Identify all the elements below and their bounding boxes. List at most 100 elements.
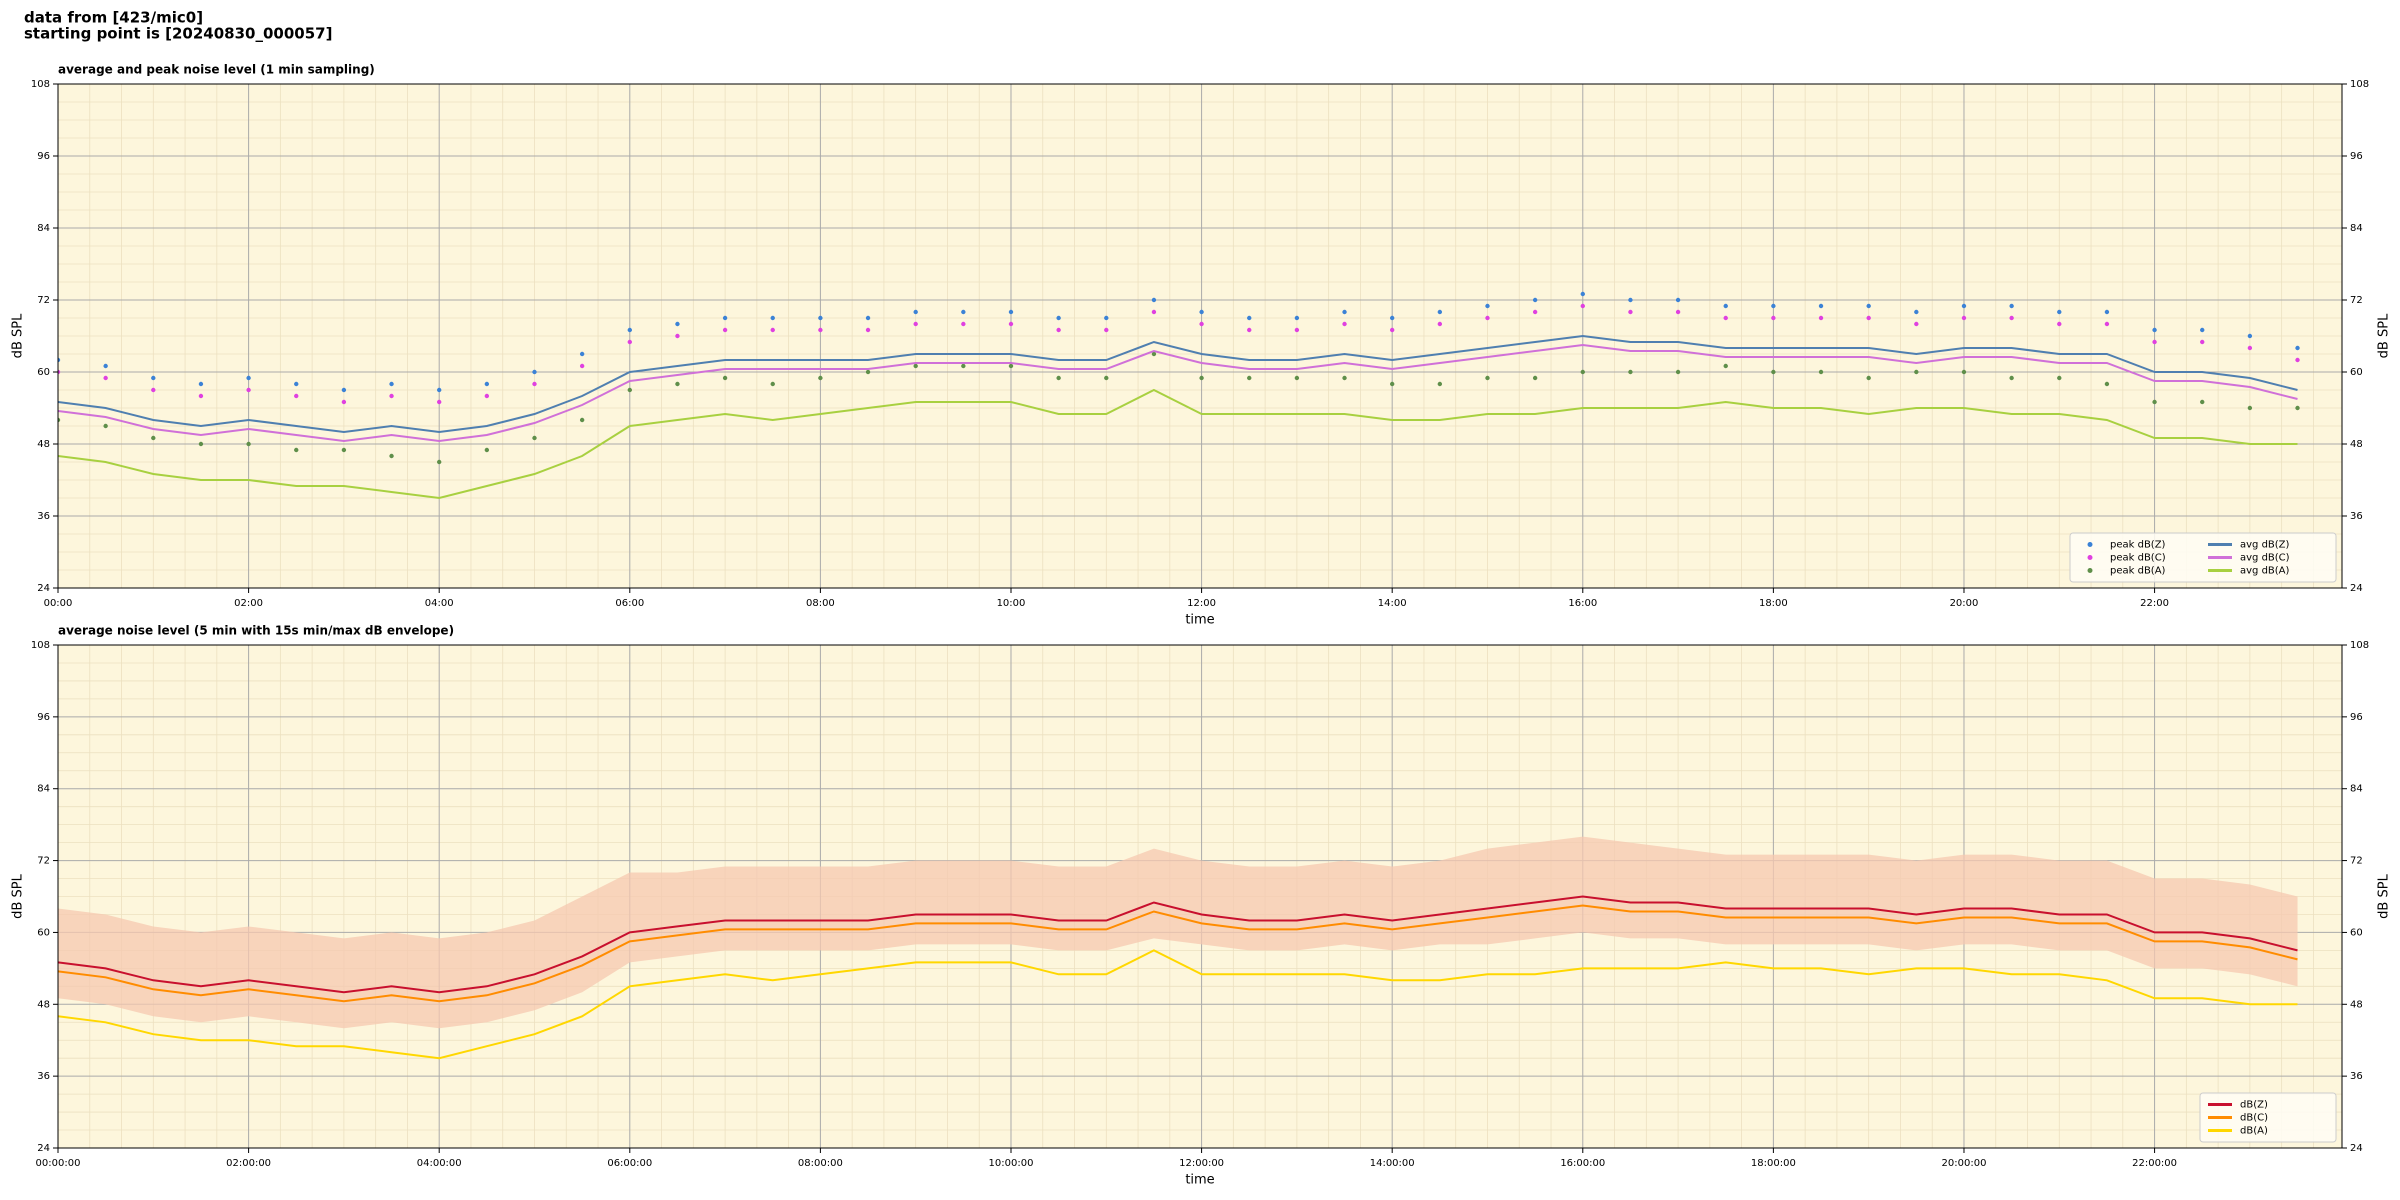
peak-point bbox=[865, 327, 871, 333]
peak-point bbox=[2247, 405, 2253, 411]
y-tick-label: 72 bbox=[2350, 295, 2363, 306]
x-tick-label: 16:00 bbox=[1568, 598, 1597, 609]
peak-point bbox=[58, 369, 61, 375]
y-axis-label: dB SPL bbox=[11, 313, 26, 358]
peak-point bbox=[1580, 291, 1585, 297]
peak-point bbox=[1104, 327, 1109, 333]
y-tick-label: 60 bbox=[37, 927, 50, 938]
plot-frame bbox=[57, 644, 2343, 1149]
x-axis-label: time bbox=[1185, 1173, 1214, 1188]
peak-point bbox=[1675, 309, 1681, 315]
peak-point bbox=[627, 387, 632, 393]
y-tick-label: 36 bbox=[2350, 511, 2363, 522]
legend-label: dB(A) bbox=[2240, 1126, 2268, 1137]
peak-point bbox=[1628, 369, 1633, 375]
y-axis-label: dB SPL bbox=[11, 873, 26, 918]
y-tick-label: 24 bbox=[37, 583, 50, 594]
series-line bbox=[58, 334, 2298, 434]
x-tick-label: 22:00:00 bbox=[2132, 1158, 2177, 1169]
series-line bbox=[58, 895, 2298, 994]
y-tick-label: 108 bbox=[31, 640, 50, 651]
peak-point bbox=[1056, 375, 1061, 381]
peak-point bbox=[1914, 309, 1919, 315]
peak-point bbox=[1247, 327, 1252, 333]
peak-point bbox=[1199, 321, 1204, 327]
peak-point bbox=[1008, 321, 1014, 327]
x-tick-label: 18:00:00 bbox=[1751, 1158, 1796, 1169]
peak-point bbox=[1580, 369, 1585, 375]
peak-point bbox=[103, 375, 108, 381]
peak-point bbox=[103, 363, 108, 369]
peak-point bbox=[1771, 369, 1776, 375]
peak-point bbox=[961, 363, 966, 369]
x-tick-label: 14:00 bbox=[1378, 598, 1407, 609]
peak-point bbox=[1389, 327, 1395, 333]
chart-title: average noise level (5 min with 15s min/… bbox=[58, 624, 454, 638]
x-tick-label: 14:00:00 bbox=[1370, 1158, 1415, 1169]
peak-point bbox=[1532, 297, 1538, 303]
y-tick-label: 60 bbox=[2350, 927, 2363, 938]
peak-point bbox=[1771, 315, 1776, 321]
peak-point bbox=[1437, 381, 1443, 387]
peak-point bbox=[2200, 327, 2205, 333]
x-tick-label: 00:00:00 bbox=[36, 1158, 81, 1169]
peak-point bbox=[1675, 369, 1681, 375]
peak-point bbox=[722, 327, 728, 333]
peak-point bbox=[2200, 399, 2205, 405]
peak-point bbox=[2247, 333, 2253, 339]
y-tick-label: 36 bbox=[2350, 1071, 2363, 1082]
peak-point bbox=[1104, 315, 1109, 321]
peak-point bbox=[2152, 399, 2157, 405]
y-tick-label: 84 bbox=[37, 784, 50, 795]
peak-point bbox=[2295, 357, 2300, 363]
x-tick-label: 18:00 bbox=[1759, 598, 1788, 609]
peak-point bbox=[389, 381, 394, 387]
peak-point bbox=[1771, 303, 1776, 309]
peak-point bbox=[1532, 375, 1538, 381]
peak-point bbox=[2200, 339, 2205, 345]
y-tick-label: 84 bbox=[2350, 223, 2363, 234]
series-line bbox=[58, 904, 2298, 1003]
y-tick-label: 60 bbox=[2350, 367, 2363, 378]
y-tick-label: 108 bbox=[31, 79, 50, 90]
peak-point bbox=[1818, 369, 1824, 375]
peak-point bbox=[1104, 375, 1109, 381]
peak-point bbox=[2152, 327, 2157, 333]
peak-point bbox=[389, 393, 394, 399]
peak-point bbox=[1056, 315, 1061, 321]
peak-point bbox=[1628, 297, 1633, 303]
peak-point bbox=[246, 387, 251, 393]
x-tick-label: 20:00:00 bbox=[1942, 1158, 1987, 1169]
legend-label: peak dB(Z) bbox=[2110, 540, 2166, 551]
peak-point bbox=[1247, 315, 1252, 321]
y-axis-label: dB SPL bbox=[2377, 873, 2392, 918]
peak-point bbox=[198, 441, 204, 447]
peak-point bbox=[1294, 375, 1300, 381]
peak-point bbox=[1485, 315, 1490, 321]
x-tick-label: 10:00 bbox=[997, 598, 1026, 609]
series-line bbox=[58, 388, 2298, 500]
peak-point bbox=[484, 381, 490, 387]
y-tick-label: 96 bbox=[2350, 151, 2363, 162]
y-tick-label: 36 bbox=[37, 511, 50, 522]
peak-point bbox=[1151, 309, 1157, 315]
peak-point bbox=[246, 375, 251, 381]
peak-point bbox=[1532, 309, 1538, 315]
peak-point bbox=[1580, 303, 1585, 309]
peak-point bbox=[1389, 315, 1395, 321]
x-tick-label: 00:00 bbox=[44, 598, 73, 609]
header-source: data from [423/mic0] bbox=[24, 9, 203, 27]
peak-point bbox=[865, 369, 871, 375]
peak-point bbox=[103, 423, 108, 429]
peak-point bbox=[1818, 303, 1824, 309]
series-line bbox=[58, 949, 2298, 1060]
y-tick-label: 48 bbox=[2350, 439, 2363, 450]
peak-point bbox=[2104, 321, 2110, 327]
peak-point bbox=[1342, 309, 1347, 315]
peak-point bbox=[341, 399, 347, 405]
peak-point bbox=[1199, 309, 1204, 315]
x-tick-label: 08:00:00 bbox=[798, 1158, 843, 1169]
peak-point bbox=[198, 393, 204, 399]
peak-point bbox=[151, 375, 156, 381]
plot-area bbox=[58, 291, 2300, 500]
